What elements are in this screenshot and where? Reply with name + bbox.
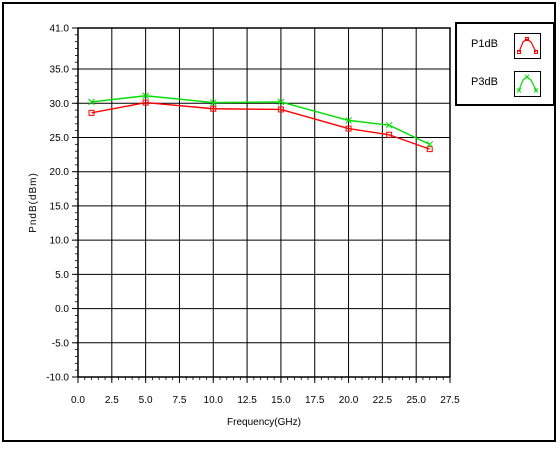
x-tick-label: 0.0 <box>71 395 85 406</box>
data-point-p3db <box>385 121 393 129</box>
series-layer <box>88 92 434 153</box>
x-tick-label: 25.0 <box>406 395 426 406</box>
y-tick-label: 5.0 <box>55 270 69 281</box>
chart-plot: 0.0 2.5 5.0 7.5 10.0 12.5 15.0 17.5 20.0 22.5 25.0… <box>28 24 460 429</box>
y-tick-label: -10.0 <box>46 373 69 384</box>
legend-label-p3db: P3dB <box>471 76 498 88</box>
x-tick-label: 7.5 <box>173 395 187 406</box>
x-tick-label: 5.0 <box>139 395 153 406</box>
x-tick-label: 12.5 <box>237 395 257 406</box>
x-tick-label: 15.0 <box>271 395 291 406</box>
x-tick-label: 2.5 <box>105 395 119 406</box>
data-point-p1db <box>210 105 217 112</box>
y-tick-label: 35.0 <box>50 65 70 76</box>
x-axis-title: Frequency(GHz) <box>227 417 301 428</box>
legend-entry-p1db: P1dB <box>457 28 553 64</box>
y-axis-title: PndB(dBm) <box>28 172 39 233</box>
plot-area <box>78 28 450 377</box>
data-point-p1db <box>345 125 352 132</box>
data-point-p1db <box>88 109 95 116</box>
data-point-p3db <box>426 140 434 148</box>
y-tick-label: 20.0 <box>50 167 70 178</box>
y-tick-label: 0.0 <box>55 304 69 315</box>
legend-swatch-p3db <box>514 71 541 97</box>
series-line-p1db <box>91 101 430 150</box>
plot-border <box>77 27 451 378</box>
x-tick-label: 27.5 <box>440 395 460 406</box>
data-point-p1db <box>386 131 393 138</box>
legend-swatch-p1db <box>514 33 541 59</box>
y-tick-label: 15.0 <box>50 201 70 212</box>
legend-marker-p3db-icon <box>516 74 539 93</box>
data-point-p3db <box>142 92 149 100</box>
data-point-p3db <box>345 117 352 124</box>
x-tick-label: 20.0 <box>339 395 359 406</box>
x-tick-labels: 0.0 2.5 5.0 7.5 10.0 12.5 15.0 17.5 20.0 22.5 25.0… <box>71 395 460 406</box>
y-tick-label: 30.0 <box>50 99 70 110</box>
y-tick-label: 10.0 <box>50 236 70 247</box>
legend-marker-p1db-icon <box>517 37 538 54</box>
y-tick-label: 25.0 <box>50 133 70 144</box>
data-point-p3db <box>209 99 217 106</box>
y-tick-label: -5.0 <box>52 338 70 349</box>
data-point-p3db <box>277 98 285 106</box>
legend-entry-p3db: P3dB <box>457 66 553 102</box>
legend: P1dB P3dB <box>455 22 555 106</box>
data-point-p1db <box>277 106 284 113</box>
x-tick-label: 22.5 <box>373 395 393 406</box>
data-point-p1db <box>142 99 149 106</box>
data-point-p3db <box>88 98 95 106</box>
y-tick-labels: -10.0 -5.0 0.0 5.0 10.0 15.0 20.0 25.0 30.0 35.0 4… <box>46 24 69 384</box>
data-point-p1db <box>426 146 433 153</box>
y-tick-label: 41.0 <box>50 24 70 35</box>
legend-label-p1db: P1dB <box>471 38 498 50</box>
ticks <box>72 27 451 383</box>
x-tick-label: 10.0 <box>204 395 224 406</box>
x-tick-label: 17.5 <box>305 395 325 406</box>
